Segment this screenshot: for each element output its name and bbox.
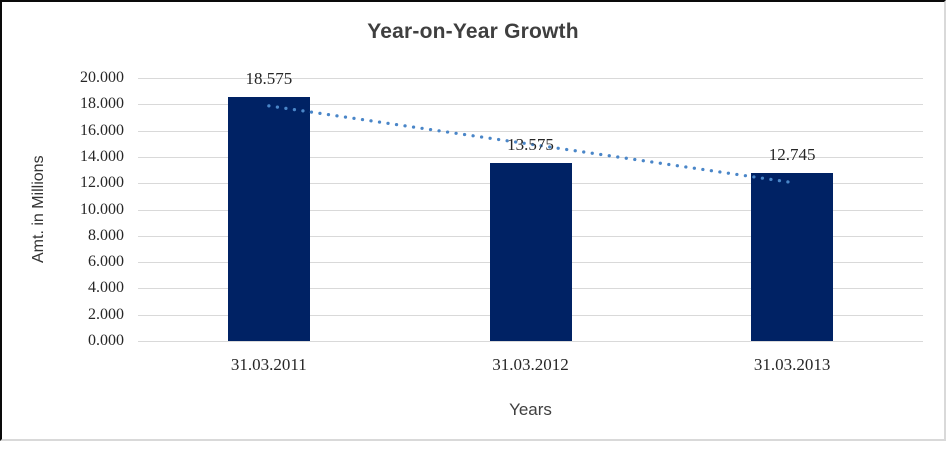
y-tick-label: 2.000 xyxy=(88,305,124,323)
gridline xyxy=(138,341,923,342)
y-tick-label: 6.000 xyxy=(88,253,124,271)
bar-31.03.2013 xyxy=(751,173,834,341)
y-tick-label: 10.000 xyxy=(80,200,124,218)
y-tick-label: 0.000 xyxy=(88,332,124,349)
chart-title: Year-on-Year Growth xyxy=(367,20,579,43)
y-tick-label: 18.000 xyxy=(80,95,124,113)
x-tick-label: 31.03.2012 xyxy=(492,355,569,374)
chart-container: Year-on-Year Growth Amt. in Millions 0.0… xyxy=(0,0,946,441)
bar-31.03.2012 xyxy=(489,162,572,341)
bar-data-label: 18.575 xyxy=(245,68,293,88)
y-tick-label: 12.000 xyxy=(80,174,124,192)
bar-data-label: 13.575 xyxy=(507,134,554,154)
plot-area: 0.000 2.000 4.000 6.000 8.000 10.000 12.000 14.… xyxy=(80,69,923,374)
x-tick-label: 31.03.2011 xyxy=(230,355,307,374)
y-axis-title: Amt. in Millions xyxy=(30,155,47,264)
bar-31.03.2011 xyxy=(227,96,310,341)
bar-data-label: 12.745 xyxy=(768,145,816,165)
y-tick-label: 20.000 xyxy=(80,69,124,86)
y-tick-label: 14.000 xyxy=(80,147,124,165)
gridline xyxy=(138,78,923,79)
x-tick-label: 31.03.2013 xyxy=(753,355,831,374)
y-tick-label: 4.000 xyxy=(88,279,124,297)
y-tick-label: 8.000 xyxy=(88,226,124,244)
y-tick-label: 16.000 xyxy=(80,121,124,139)
x-axis-title: Years xyxy=(509,400,552,419)
